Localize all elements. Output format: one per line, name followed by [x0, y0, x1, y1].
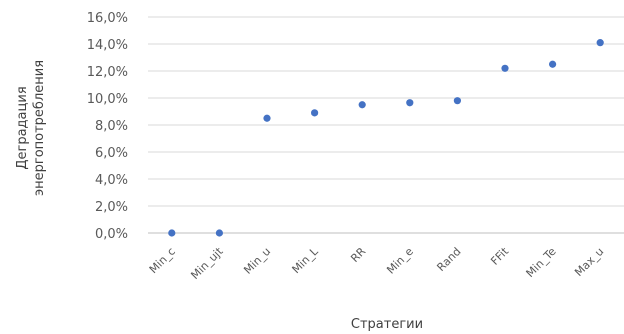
data-point	[453, 97, 461, 105]
x-tick-labels: Min_c Min_ujt Min_u Min_L RR Min_e Rand FFit Min…	[147, 244, 607, 282]
data-point	[168, 229, 176, 237]
y-tick-label: 10,0%	[87, 92, 128, 107]
x-tick-label: Min_Te	[524, 245, 559, 280]
y-tick-labels: 0,0% 2,0% 4,0% 6,0% 8,0% 10,0% 12,0% 14,0% 16,0%	[87, 11, 128, 242]
data-point	[311, 109, 319, 117]
data-point	[406, 99, 414, 107]
data-point	[358, 101, 366, 109]
y-axis-title-line-2: энергопотребления	[32, 60, 47, 196]
x-tick-label: Min_e	[384, 245, 416, 277]
x-tick-label: Min_L	[289, 244, 321, 276]
x-tick-label: Min_c	[147, 245, 178, 276]
data-point	[501, 64, 509, 72]
gridlines	[148, 16, 624, 234]
y-tick-label: 6,0%	[95, 146, 128, 161]
x-axis-title: Стратегии	[351, 317, 423, 332]
y-tick-label: 2,0%	[95, 200, 128, 215]
y-tick-label: 0,0%	[95, 227, 128, 242]
y-tick-label: 16,0%	[87, 11, 128, 26]
x-tick-label: Rand	[434, 245, 463, 274]
y-tick-label: 14,0%	[87, 38, 128, 53]
x-tick-label: Min_ujt	[188, 244, 226, 282]
y-tick-label: 12,0%	[87, 65, 128, 80]
data-points	[168, 39, 604, 237]
x-tick-label: Max_u	[572, 245, 606, 279]
data-point	[263, 114, 271, 122]
x-tick-label: FFit	[488, 244, 511, 267]
x-tick-label: Min_u	[241, 245, 273, 277]
data-point	[549, 60, 557, 68]
y-axis-title-line-1: Деградация	[15, 86, 30, 169]
x-tick-label: RR	[348, 245, 368, 265]
y-tick-label: 4,0%	[95, 173, 128, 188]
data-point	[596, 39, 604, 47]
y-tick-label: 8,0%	[95, 119, 128, 134]
data-point	[215, 229, 223, 237]
